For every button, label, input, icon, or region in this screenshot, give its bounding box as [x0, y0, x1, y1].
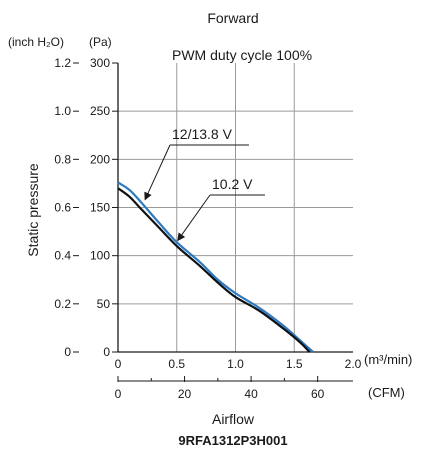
y-pa-tick-label: 300 [90, 56, 110, 70]
x-cfm-tick-label: 60 [311, 387, 325, 401]
x-cfm-tick-label: 20 [178, 387, 192, 401]
y-pa-tick-label: 0 [103, 345, 110, 359]
x-axis-label: Airflow [212, 411, 255, 427]
x-m3-tick-label: 1.5 [286, 357, 303, 371]
y-inch-unit-label: (inch H₂O) [8, 35, 64, 49]
series-lines [117, 181, 314, 353]
y-inch-tick-label: 1.2 [54, 56, 71, 70]
series-label-12-13-8v: 12/13.8 V [172, 126, 233, 142]
y-inch-tick-label: 0 [64, 345, 71, 359]
series-line-12-13-8v [117, 181, 314, 353]
y-inch-tick-label: 0.6 [54, 201, 71, 215]
y-inch-tick-label: 0.2 [54, 297, 71, 311]
x-cfm-unit-label: (CFM) [368, 385, 405, 400]
y-inch-tick-label: 0.4 [54, 249, 71, 263]
chart-subtitle: PWM duty cycle 100% [172, 47, 312, 63]
series-label-10-2v: 10.2 V [212, 176, 253, 192]
x-cfm-tick-label: 40 [244, 387, 258, 401]
x-m3-tick-label: 0 [115, 357, 122, 371]
y-pa-unit-label: (Pa) [89, 35, 112, 49]
x-m3-tick-label: 0.5 [168, 357, 185, 371]
x-m3-tick-label: 2.0 [345, 357, 362, 371]
x-m3-unit-label: (m³/min) [364, 352, 412, 367]
y-pa-tick-label: 150 [90, 201, 110, 215]
annotation-arrow [177, 194, 211, 242]
x-cfm-tick-label: 0 [115, 387, 122, 401]
y-pa-tick-label: 50 [97, 297, 111, 311]
y-pa-tick-label: 200 [90, 152, 110, 166]
y-axis-label: Static pressure [25, 163, 41, 257]
y-pa-tick-label: 100 [90, 249, 110, 263]
series-annotations: 12/13.8 V 10.2 V [144, 126, 265, 242]
annotation-arrow [144, 144, 171, 201]
y-inch-tick-label: 1.0 [54, 104, 71, 118]
y-inch-tick-label: 0.8 [54, 152, 71, 166]
x-m3-tick-label: 1.0 [227, 357, 244, 371]
model-number: 9RFA1312P3H001 [178, 433, 287, 448]
axes [73, 62, 353, 382]
y-pa-tick-label: 250 [90, 104, 110, 118]
grid-lines [118, 63, 353, 352]
series-line-10-2v [117, 187, 311, 353]
chart-title: Forward [207, 10, 258, 26]
